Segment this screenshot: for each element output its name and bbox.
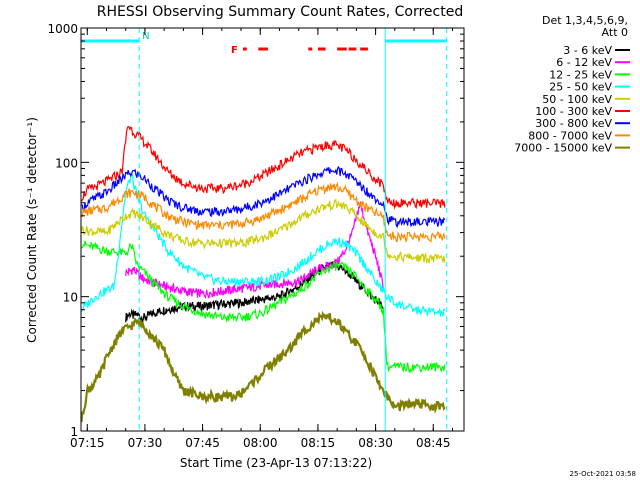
- legend-title-line: Att 0: [602, 26, 628, 39]
- series-line: [80, 198, 446, 264]
- y-axis-label: Corrected Count Rate (s⁻¹ detector⁻¹): [25, 117, 39, 343]
- legend-entry-label: 6 - 12 keV: [556, 56, 612, 69]
- night-marker-label: N: [142, 31, 149, 42]
- x-tick-label: 07:15: [70, 436, 105, 450]
- legend-entry-label: 100 - 300 keV: [535, 105, 612, 118]
- series-line: [80, 173, 446, 317]
- chart-title: RHESSI Observing Summary Count Rates, Co…: [97, 4, 463, 20]
- y-tick-label: 10: [63, 291, 78, 305]
- x-tick-label: 08:00: [243, 436, 278, 450]
- legend-entry-label: 12 - 25 keV: [549, 68, 612, 81]
- legend-entry-label: 3 - 6 keV: [563, 44, 612, 57]
- y-tick-label: 1: [70, 425, 78, 439]
- series-line: [81, 182, 446, 243]
- series-line: [81, 240, 446, 374]
- plot-frame: [80, 27, 465, 432]
- series-line: [125, 201, 384, 300]
- series-layer: [80, 125, 446, 422]
- y-tick-label: 1000: [47, 22, 78, 36]
- legend-entry-label: 7000 - 15000 keV: [514, 142, 612, 155]
- x-tick-label: 08:45: [416, 436, 451, 450]
- x-axis-label: Start Time (23-Apr-13 07:13:22): [180, 456, 372, 470]
- series-line: [125, 261, 384, 323]
- y-tick-label: 100: [55, 156, 78, 170]
- legend-entry-label: 800 - 7000 keV: [528, 129, 612, 142]
- series-line: [80, 125, 446, 210]
- x-tick-label: 07:30: [128, 436, 163, 450]
- timestamp-label: 25-Oct-2021 03:58: [570, 470, 636, 478]
- legend-entry-label: 300 - 800 keV: [535, 117, 612, 130]
- x-tick-label: 08:30: [358, 436, 393, 450]
- series-line: [81, 165, 446, 229]
- axis-layer: 07:15 07:30 07:45 08:00 08:15 08:30 08:45 1 10 10…: [47, 22, 464, 450]
- series-line: [80, 310, 446, 422]
- x-tick-label: 07:45: [185, 436, 220, 450]
- night-flag-overlay: NF: [81, 28, 448, 431]
- legend-title-line: Det 1,3,4,5,6,9,: [542, 14, 628, 27]
- legend-entry-label: 25 - 50 keV: [549, 81, 612, 94]
- x-tick-label: 08:15: [301, 436, 336, 450]
- flare-flag-label: F: [231, 45, 238, 56]
- legend-entry-label: 50 - 100 keV: [542, 93, 612, 106]
